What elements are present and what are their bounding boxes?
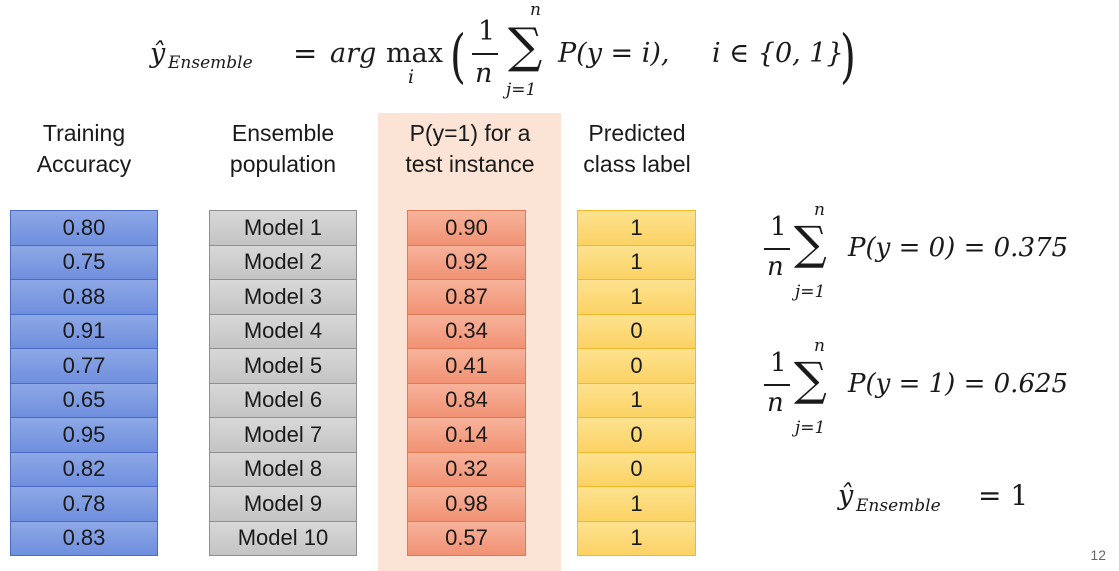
result-subscript: Ensemble: [856, 496, 941, 516]
training-accuracy-column: 0.80 0.75 0.88 0.91 0.77 0.65 0.95 0.82 …: [10, 210, 158, 556]
p0-sum-symbol: ∑: [794, 216, 827, 270]
ensemble-result-formula: ŷ Ensemble = 1: [838, 478, 1058, 528]
accuracy-cell: 0.83: [10, 521, 158, 556]
header-probability: P(y=1) for a test instance: [405, 120, 535, 177]
label-cell: 0: [577, 314, 696, 349]
label-cell: 1: [577, 280, 696, 315]
equals-sign: =: [293, 36, 318, 70]
p1-fraction-bar: [764, 384, 790, 386]
probability-cell: 0.41: [407, 349, 526, 384]
model-cell: Model 4: [209, 314, 357, 349]
accuracy-cell: 0.82: [10, 452, 158, 487]
model-cell: Model 5: [209, 349, 357, 384]
argmax-max: max: [386, 38, 443, 69]
accuracy-cell: 0.95: [10, 418, 158, 453]
average-p1-formula: 1 n n ∑ j=1 P(y = 1) = 0.625: [762, 336, 1102, 446]
probability-column: 0.90 0.92 0.87 0.34 0.41 0.84 0.14 0.32 …: [407, 210, 526, 556]
label-cell: 0: [577, 418, 696, 453]
model-cell: Model 6: [209, 383, 357, 418]
label-cell: 0: [577, 452, 696, 487]
fraction-denominator: n: [475, 58, 493, 89]
probability-cell: 0.98: [407, 487, 526, 522]
label-cell: 1: [577, 210, 696, 246]
model-cell: Model 9: [209, 487, 357, 522]
p1-fraction-denominator: n: [767, 388, 784, 418]
fraction-numerator: 1: [478, 16, 496, 47]
label-cell: 1: [577, 521, 696, 556]
p1-sum-symbol: ∑: [794, 352, 827, 406]
accuracy-cell: 0.77: [10, 349, 158, 384]
model-cell: Model 10: [209, 521, 357, 556]
probability-cell: 0.90: [407, 210, 526, 246]
p0-result: P(y = 0) = 0.375: [848, 233, 1069, 263]
label-cell: 0: [577, 349, 696, 384]
right-paren: ): [840, 22, 856, 90]
p1-result: P(y = 1) = 0.625: [848, 369, 1069, 399]
ensemble-population-column: Model 1 Model 2 Model 3 Model 4 Model 5 …: [209, 210, 357, 556]
probability-cell: 0.14: [407, 418, 526, 453]
header-predicted-label: Predicted class label: [583, 120, 691, 177]
argmax-arg: arg: [330, 38, 377, 69]
predicted-label-column: 1 1 1 0 0 1 0 0 1 1: [577, 210, 696, 556]
accuracy-cell: 0.78: [10, 487, 158, 522]
label-cell: 1: [577, 487, 696, 522]
probability-cell: 0.84: [407, 383, 526, 418]
p0-fraction-bar: [764, 248, 790, 250]
accuracy-cell: 0.80: [10, 210, 158, 246]
result-value: = 1: [978, 479, 1029, 512]
accuracy-cell: 0.91: [10, 314, 158, 349]
p1-sum-lower: j=1: [795, 418, 826, 438]
fraction-bar: [472, 53, 498, 55]
accuracy-cell: 0.88: [10, 280, 158, 315]
left-paren: (: [450, 22, 466, 90]
average-p0-formula: 1 n n ∑ j=1 P(y = 0) = 0.375: [762, 200, 1102, 310]
p0-sum-lower: j=1: [795, 282, 826, 302]
probability-term: P(y = i),: [558, 38, 670, 69]
probability-cell: 0.87: [407, 280, 526, 315]
model-cell: Model 3: [209, 280, 357, 315]
probability-cell: 0.32: [407, 452, 526, 487]
model-cell: Model 7: [209, 418, 357, 453]
yhat-symbol: ŷ: [150, 38, 166, 69]
class-set-condition: i ∈ {0, 1}: [712, 38, 844, 69]
probability-cell: 0.57: [407, 521, 526, 556]
label-cell: 1: [577, 383, 696, 418]
result-yhat: ŷ: [838, 480, 854, 511]
page-number: 12: [1090, 547, 1106, 563]
accuracy-cell: 0.75: [10, 245, 158, 280]
sum-symbol: ∑: [508, 18, 543, 74]
header-ensemble-population: Ensemble population: [229, 120, 337, 177]
sum-upper-limit: n: [530, 0, 541, 20]
label-cell: 1: [577, 245, 696, 280]
p1-fraction-numerator: 1: [770, 348, 787, 378]
p0-fraction-denominator: n: [767, 252, 784, 282]
probability-cell: 0.34: [407, 314, 526, 349]
model-cell: Model 8: [209, 452, 357, 487]
p0-sum-upper: n: [814, 200, 825, 220]
yhat-subscript: Ensemble: [168, 53, 253, 73]
model-cell: Model 2: [209, 245, 357, 280]
argmax-subscript: i: [408, 66, 415, 88]
p1-sum-upper: n: [814, 336, 825, 356]
accuracy-cell: 0.65: [10, 383, 158, 418]
ensemble-argmax-formula: ŷ Ensemble = arg max i ( 1 n n ∑ j=1 P(y…: [150, 0, 870, 108]
model-cell: Model 1: [209, 210, 357, 246]
p0-fraction-numerator: 1: [770, 212, 787, 242]
header-training-accuracy: Training Accuracy: [36, 120, 132, 177]
sum-lower-limit: j=1: [506, 80, 537, 100]
probability-cell: 0.92: [407, 245, 526, 280]
